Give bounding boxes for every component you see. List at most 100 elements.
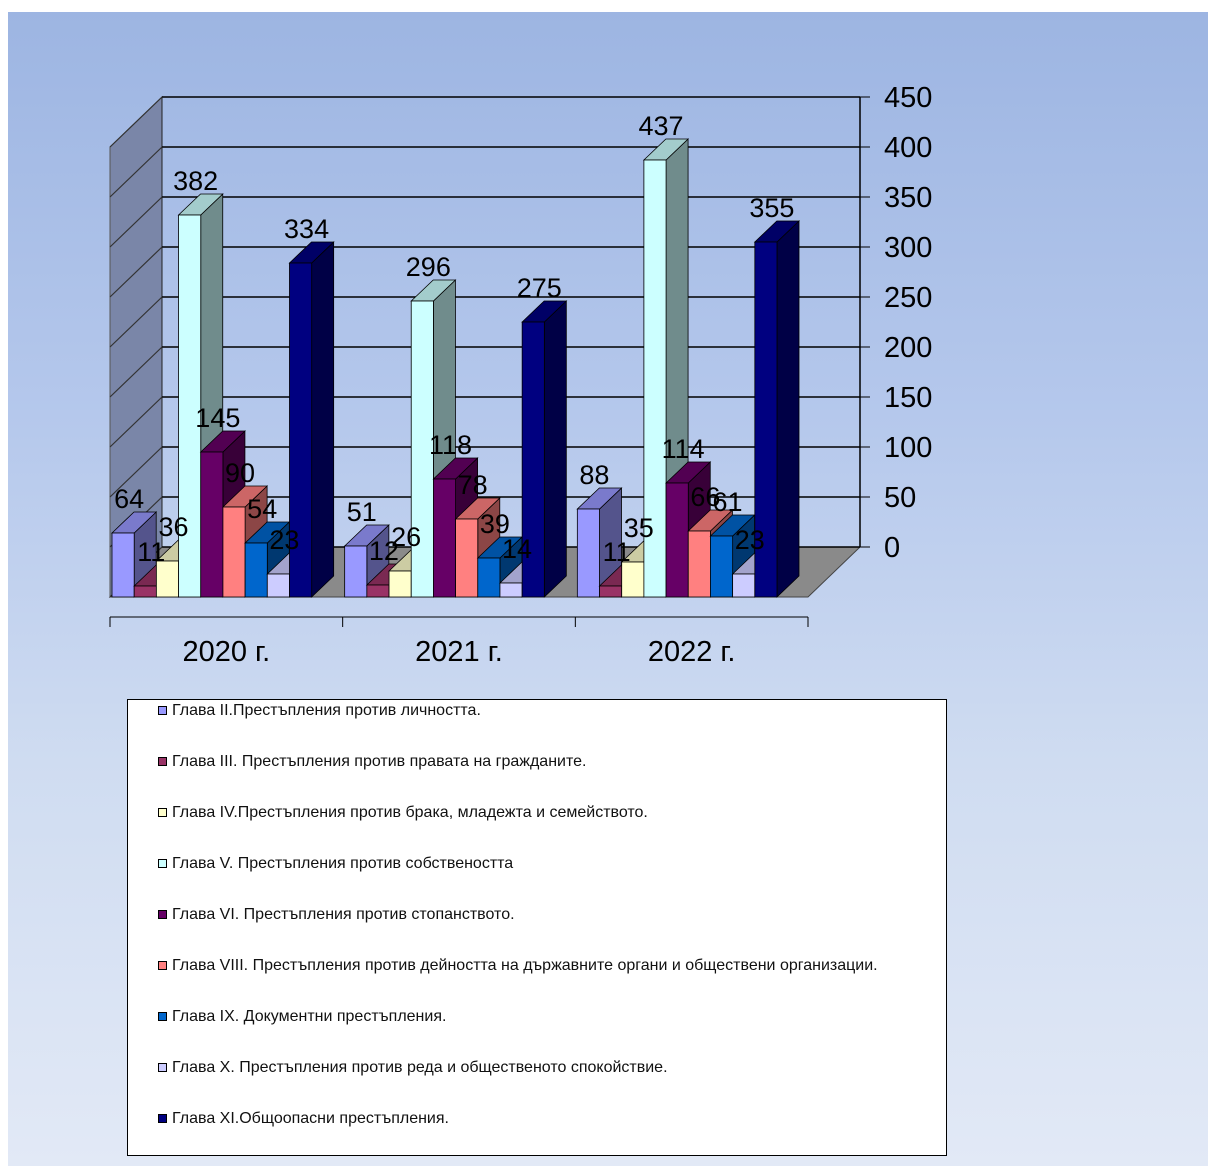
y-tick-label: 300 — [884, 232, 932, 264]
bar — [477, 557, 501, 598]
chart-area: 0 50 100 150 200 250 300 350 400 450 2020 г. 2021 г… — [8, 12, 1208, 1166]
side-gridline — [109, 446, 163, 498]
legend-swatch — [158, 808, 167, 817]
data-label: 334 — [284, 214, 329, 244]
legend-item: Глава II.Престъпления против личността. — [158, 700, 928, 722]
bar — [710, 535, 734, 598]
data-label: 355 — [749, 193, 794, 223]
y-tick-label: 100 — [884, 432, 932, 464]
data-label: 61 — [713, 487, 743, 517]
data-label: 437 — [638, 111, 683, 141]
legend-label: Глава V. Престъпления против собственост… — [172, 855, 514, 872]
data-label: 11 — [137, 537, 165, 567]
chart-legend: Глава II.Престъпления против личността. Г… — [127, 699, 947, 1156]
legend-item: Глава IV.Престъпления против брака, млад… — [158, 802, 928, 824]
legend-label: Глава IV.Престъпления против брака, млад… — [172, 804, 648, 821]
legend-label: Глава VI. Престъпления против стопанство… — [172, 906, 515, 923]
bar — [178, 214, 202, 598]
legend-label: Глава VIII. Престъпления против дейностт… — [172, 957, 878, 974]
legend-swatch — [158, 1114, 167, 1123]
bar — [410, 300, 434, 598]
bar — [521, 321, 545, 598]
side-gridline — [109, 346, 163, 398]
data-label: 90 — [225, 458, 255, 488]
bar — [455, 518, 479, 598]
legend-item: Глава VI. Престъпления против стопанство… — [158, 904, 928, 926]
legend-item: Глава X. Престъпления против реда и обще… — [158, 1057, 928, 1079]
bar — [643, 159, 667, 598]
data-label: 51 — [347, 497, 377, 527]
data-label: 23 — [269, 525, 299, 555]
bar — [754, 241, 778, 598]
data-label: 145 — [195, 403, 240, 433]
legend-label: Глава II.Престъпления против личността. — [172, 702, 481, 719]
legend-item: Глава IX. Документни престъпления. — [158, 1006, 928, 1028]
bar — [732, 573, 756, 598]
legend-swatch — [158, 1063, 167, 1072]
legend-swatch — [158, 757, 167, 766]
side-gridline — [109, 246, 163, 298]
bar — [266, 573, 290, 598]
bar — [576, 508, 600, 598]
data-label: 11 — [603, 537, 631, 567]
bar — [599, 585, 623, 598]
y-tick-label: 450 — [884, 82, 932, 114]
bar — [344, 545, 368, 598]
y-tick-label: 400 — [884, 132, 932, 164]
y-tick-label: 200 — [884, 332, 932, 364]
data-label: 64 — [114, 484, 144, 514]
bar — [388, 570, 412, 598]
legend-item: Глава III. Престъпления против правата н… — [158, 751, 928, 773]
data-label: 275 — [517, 273, 562, 303]
side-gridline — [109, 96, 163, 148]
bar — [222, 506, 246, 598]
legend-label: Глава XI.Общоопасни престъпления. — [172, 1110, 449, 1127]
bar-side — [776, 220, 800, 598]
legend-item: Глава VIII. Престъпления против дейностт… — [158, 955, 928, 977]
y-tick-label: 0 — [884, 532, 900, 564]
legend-label: Глава III. Престъпления против правата н… — [172, 753, 587, 770]
data-label: 26 — [391, 522, 421, 552]
data-label: 296 — [406, 252, 451, 282]
data-label: 23 — [735, 525, 765, 555]
legend-swatch — [158, 961, 167, 970]
bar — [133, 585, 157, 598]
x-tick-label: 2021 г. — [415, 636, 503, 668]
side-gridline — [109, 296, 163, 348]
bar — [366, 584, 390, 598]
bar — [621, 561, 645, 598]
bar — [244, 542, 268, 598]
y-tick-label: 250 — [884, 282, 932, 314]
legend-item: Глава XI.Общоопасни престъпления. — [158, 1108, 928, 1130]
data-label: 14 — [502, 534, 532, 564]
data-label: 118 — [429, 430, 472, 460]
bar-side — [311, 241, 335, 598]
x-tick-label: 2022 г. — [648, 636, 736, 668]
side-gridline — [109, 146, 163, 198]
data-label: 78 — [458, 470, 488, 500]
data-label: 382 — [173, 166, 218, 196]
legend-label: Глава IX. Документни престъпления. — [172, 1008, 447, 1025]
side-gridline — [109, 396, 163, 448]
data-label: 39 — [480, 509, 510, 539]
y-tick-label: 350 — [884, 182, 932, 214]
bar — [687, 530, 711, 598]
legend-swatch — [158, 910, 167, 919]
legend-swatch — [158, 1012, 167, 1021]
data-label: 54 — [247, 494, 277, 524]
data-label: 88 — [579, 460, 609, 490]
side-gridline — [109, 196, 163, 248]
bar — [665, 482, 689, 598]
bar-side — [543, 300, 567, 598]
legend-swatch — [158, 859, 167, 868]
data-label: 35 — [624, 513, 654, 543]
bar — [200, 451, 224, 598]
legend-item: Глава V. Престъпления против собственост… — [158, 853, 928, 875]
data-label: 12 — [369, 536, 399, 566]
y-tick-label: 150 — [884, 382, 932, 414]
chart-plot: 0 50 100 150 200 250 300 350 400 450 2020 г. 2021 г… — [108, 82, 932, 668]
bar — [433, 478, 456, 598]
legend-swatch — [158, 706, 167, 715]
bar — [499, 582, 523, 598]
data-label: 66 — [690, 482, 720, 512]
